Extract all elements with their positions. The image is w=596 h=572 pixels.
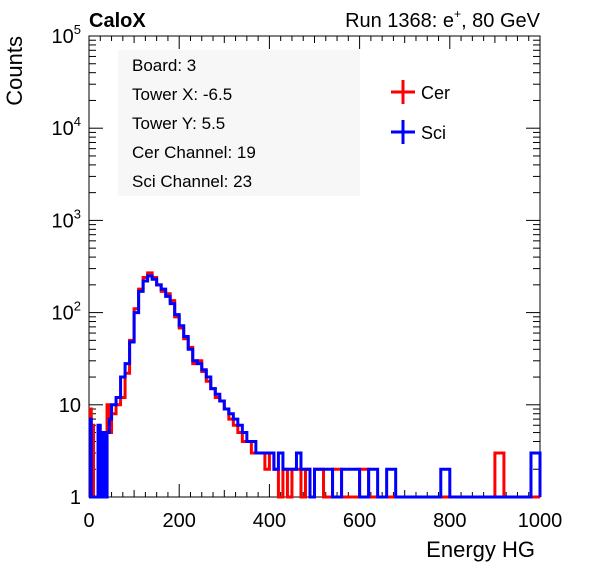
series-cer-line xyxy=(88,271,540,499)
x-tick-label: 400 xyxy=(253,510,286,532)
y-axis-title: Counts xyxy=(2,36,27,106)
x-tick-label: 200 xyxy=(163,510,196,532)
info-line: Sci Channel: 23 xyxy=(132,172,252,191)
y-tick-label: 103 xyxy=(52,206,81,232)
info-line: Board: 3 xyxy=(132,56,196,75)
legend-label: Sci xyxy=(421,123,446,143)
info-box-lines: Board: 3 Tower X: -6.5 Tower Y: 5.5 Cer Cha… xyxy=(132,56,256,191)
y-tick-label: 1 xyxy=(70,487,81,509)
run-title: Run 1368: e+, 80 GeV xyxy=(345,7,541,32)
y-tick-label: 102 xyxy=(52,299,81,325)
info-box xyxy=(118,50,360,196)
info-line: Tower X: -6.5 xyxy=(132,85,232,104)
run-title-sup: + xyxy=(454,7,461,21)
y-tick-label: 104 xyxy=(52,114,81,140)
y-tick-label: 10 xyxy=(59,395,81,417)
info-line: Cer Channel: 19 xyxy=(132,143,256,162)
run-title-suffix: , 80 GeV xyxy=(461,10,541,32)
series-layer xyxy=(88,271,542,499)
x-tick-labels: 0 200 400 600 800 1000 xyxy=(83,510,562,532)
run-title-main: Run 1368: e xyxy=(345,10,454,32)
legend-label: Cer xyxy=(421,83,450,103)
y-tick-labels: 1 10 102 103 104 105 xyxy=(52,22,81,509)
series-sci-line xyxy=(88,274,542,499)
x-tick-label: 800 xyxy=(433,510,466,532)
x-tick-label: 600 xyxy=(343,510,376,532)
legend: Cer Sci xyxy=(391,80,450,144)
x-axis-title: Energy HG xyxy=(426,537,535,562)
experiment-title: CaloX xyxy=(89,10,146,32)
x-tick-label: 1000 xyxy=(518,510,563,532)
info-line: Tower Y: 5.5 xyxy=(132,114,225,133)
y-tick-label: 105 xyxy=(52,22,81,48)
x-tick-label: 0 xyxy=(83,510,94,532)
axis-ticks xyxy=(88,36,541,498)
